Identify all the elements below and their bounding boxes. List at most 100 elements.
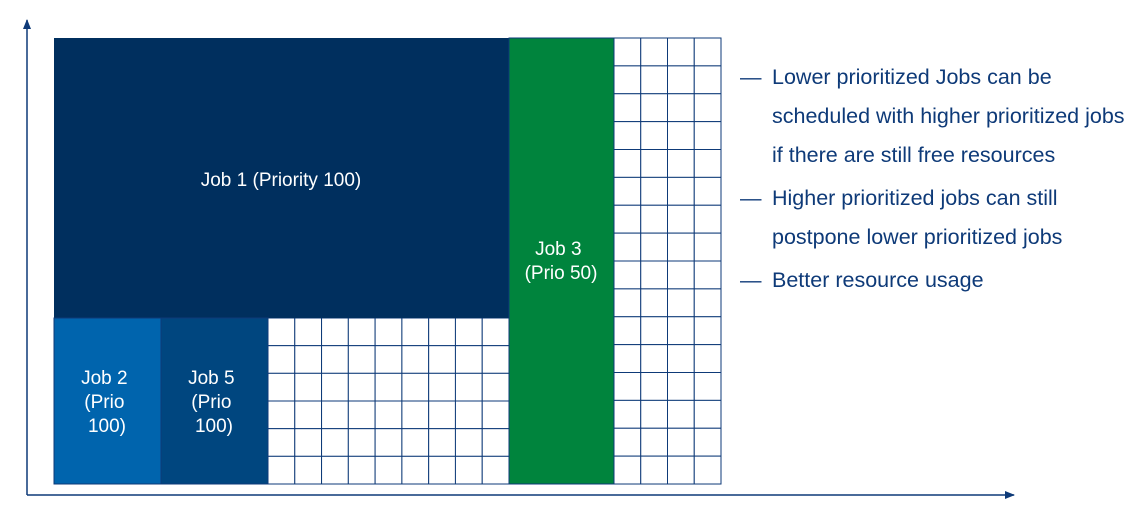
free-resource-cell: [693, 93, 722, 123]
free-resource-cell: [267, 455, 296, 485]
free-resource-cell: [428, 372, 456, 402]
free-resource-cell: [640, 204, 668, 234]
free-resource-cell: [347, 317, 376, 347]
free-resource-cell: [294, 455, 323, 485]
bullet-dash: —: [740, 268, 762, 292]
free-resource-cell: [321, 400, 349, 430]
free-resource-cell: [667, 232, 695, 262]
job-5-label-line: (Prio: [191, 392, 231, 413]
free-resource-cell: [667, 372, 695, 401]
job-3-block: [508, 37, 615, 485]
free-resource-cell: [640, 344, 668, 374]
free-resource-cell: [613, 455, 642, 485]
free-resource-cell: [667, 427, 695, 457]
free-resource-cell: [454, 428, 483, 457]
free-resource-cell: [267, 372, 296, 402]
free-resource-cell: [481, 345, 510, 374]
free-resource-cell: [667, 260, 695, 290]
free-resource-cell: [640, 455, 668, 485]
free-resource-cell: [693, 37, 722, 67]
free-resource-cell: [613, 232, 642, 262]
free-resource-cell: [693, 204, 722, 234]
free-resource-cell: [347, 400, 376, 430]
free-resource-cell: [321, 455, 349, 485]
job-1-label-line: Job 1 (Priority 100): [201, 170, 362, 191]
job-5-label: Job 5 (Prio 100): [188, 368, 240, 437]
free-resource-cell: [613, 372, 642, 401]
free-resource-cell: [693, 344, 722, 374]
free-resource-cell: [347, 428, 376, 457]
free-resource-cell: [667, 121, 695, 151]
free-resource-cell: [374, 400, 403, 430]
free-resource-cell: [347, 455, 376, 485]
free-resource-cell: [613, 176, 642, 206]
bullet-text: Better resource usage: [772, 268, 984, 292]
free-resource-cell: [374, 345, 403, 374]
free-resource-cell: [693, 65, 722, 95]
free-resource-cell: [613, 427, 642, 457]
free-resource-cell: [640, 37, 668, 67]
free-resource-cell: [454, 455, 483, 485]
job-3-label: Job 3 (Prio 50): [525, 239, 598, 284]
free-resource-cell: [347, 372, 376, 402]
free-resource-cell: [640, 121, 668, 151]
free-resource-cell: [640, 65, 668, 95]
free-resource-cell: [640, 316, 668, 346]
free-resource-cell: [640, 399, 668, 429]
free-resource-cell: [267, 400, 296, 430]
free-resource-cell: [454, 400, 483, 430]
free-resource-cell: [693, 149, 722, 178]
free-resource-cell: [401, 345, 430, 374]
free-resource-cell: [347, 345, 376, 374]
free-resource-cell: [693, 372, 722, 401]
free-resource-cell: [693, 316, 722, 346]
free-resource-cell: [667, 149, 695, 178]
free-resource-cell: [374, 455, 403, 485]
free-resource-cell: [613, 344, 642, 374]
bullet-text: Lower prioritized Jobs can be scheduled …: [772, 65, 1125, 167]
free-resource-cell: [454, 372, 483, 402]
free-resource-cell: [401, 455, 430, 485]
job-2-label-line: (Prio: [84, 392, 124, 413]
free-resource-cell: [693, 399, 722, 429]
job-2-label-line: Job 2: [81, 368, 127, 389]
bullet-list: — Lower prioritized Jobs can be schedule…: [740, 58, 1125, 304]
free-resources-grid-bottom: [267, 317, 510, 485]
job-2-label: Job 2 (Prio 100): [81, 368, 133, 437]
free-resource-cell: [640, 427, 668, 457]
free-resource-cell: [454, 317, 483, 347]
free-resource-cell: [693, 232, 722, 262]
free-resource-cell: [401, 317, 430, 347]
free-resource-cell: [428, 455, 456, 485]
bullet-item: — Better resource usage: [740, 261, 1125, 300]
free-resource-cell: [267, 317, 296, 347]
free-resource-cell: [294, 372, 323, 402]
free-resource-cell: [267, 345, 296, 374]
free-resource-cell: [481, 400, 510, 430]
free-resource-cell: [267, 428, 296, 457]
free-resource-cell: [481, 372, 510, 402]
free-resource-cell: [613, 65, 642, 95]
free-resource-cell: [294, 428, 323, 457]
free-resource-cell: [481, 428, 510, 457]
free-resource-cell: [640, 149, 668, 178]
free-resource-cell: [294, 317, 323, 347]
free-resource-cell: [401, 400, 430, 430]
free-resource-cell: [374, 372, 403, 402]
job-1-label: Job 1 (Priority 100): [201, 170, 362, 191]
job-2-block: [53, 317, 162, 485]
bullet-item: — Lower prioritized Jobs can be schedule…: [740, 58, 1125, 175]
free-resource-cell: [693, 455, 722, 485]
free-resource-cell: [428, 317, 456, 347]
free-resource-cell: [294, 400, 323, 430]
free-resource-cell: [667, 399, 695, 429]
job-2-label-line: 100): [88, 416, 126, 437]
job-3-label-line: Job 3: [535, 239, 581, 260]
free-resource-cell: [428, 400, 456, 430]
free-resource-cell: [613, 37, 642, 67]
bullet-text: Higher prioritized jobs can still postpo…: [772, 186, 1063, 249]
free-resource-cell: [667, 37, 695, 67]
job-5-label-line: Job 5: [188, 368, 234, 389]
free-resource-cell: [321, 372, 349, 402]
